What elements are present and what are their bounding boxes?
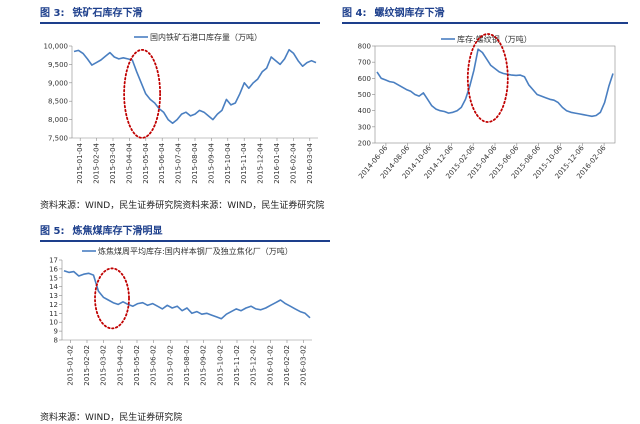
y-tick-label: 16 [49, 265, 58, 273]
figure-5-prefix: 图 5: [40, 226, 65, 237]
source-note-1: 资料来源：WIND，民生证券研究院资料来源：WIND，民生证券研究院 [40, 201, 325, 211]
y-tick-label: 300 [358, 123, 371, 131]
x-tick-label: 2015-02-02 [83, 345, 91, 386]
legend-label: 库存:螺纹钢（万吨） [457, 34, 532, 44]
y-tick-label: 7,500 [48, 135, 68, 143]
legend-label: 炼焦煤周平均库存:国内样本钢厂及独立焦化厂（万吨） [98, 246, 293, 256]
legend-label: 国内铁矿石港口库存量（万吨） [150, 32, 262, 42]
y-tick-label: 14 [49, 283, 58, 291]
plot-frame [374, 45, 616, 144]
figure-5-name: 炼焦煤库存下滑明显 [72, 226, 163, 237]
x-tick-label: 2015-09-04 [207, 142, 215, 183]
x-tick-label: 2016-01-04 [273, 142, 281, 183]
x-tick-label: 2015-05-02 [133, 345, 141, 386]
x-tick-label: 2015-09-02 [200, 345, 208, 386]
y-tick-label: 8,500 [48, 98, 68, 106]
x-tick-label: 2015-12-02 [250, 345, 258, 386]
highlight-ellipse [123, 48, 162, 139]
y-tick-label: 800 [358, 43, 371, 51]
x-tick-label: 2016-01-02 [266, 345, 274, 386]
y-tick-label: 200 [358, 140, 371, 148]
y-tick-label: 9,000 [48, 79, 68, 87]
x-tick-label: 2015-08-02 [183, 345, 191, 386]
x-tick-label: 2015-11-04 [240, 142, 248, 183]
y-tick-label: 8 [54, 337, 58, 345]
y-tick-label: 10,000 [44, 43, 69, 51]
y-tick-label: 700 [358, 59, 371, 67]
y-tick-label: 9,500 [48, 61, 68, 69]
x-tick-label: 2015-01-04 [76, 142, 84, 183]
x-tick-label: 2015-10-02 [216, 345, 224, 386]
y-tick-label: 600 [358, 75, 371, 83]
x-tick-label: 2015-02-04 [93, 142, 101, 183]
x-tick-label: 2016-02-02 [283, 345, 291, 386]
figure-5-title: 图 5: 炼焦煤库存下滑明显 [40, 224, 330, 242]
series-line [376, 48, 614, 118]
y-tick-label: 500 [358, 91, 371, 99]
x-tick-label: 2015-08-04 [191, 142, 199, 183]
x-tick-label: 2015-10-04 [224, 142, 232, 183]
figure-3-name: 铁矿石库存下滑 [72, 8, 143, 19]
x-tick-label: 2016-03-04 [306, 142, 314, 183]
iron-ore-inventory-chart: 10,000 9,500 9,000 8,500 8,000 7,500 2015-01-0… [44, 32, 318, 184]
x-tick-label: 2015-04-04 [125, 142, 133, 183]
y-tick-label: 11 [49, 310, 58, 318]
figure-3-title: 图 3: 铁矿石库存下滑 [40, 6, 320, 24]
y-tick-label: 10 [49, 319, 58, 327]
x-tick-label: 2015-12-04 [257, 142, 265, 183]
x-tick-label: 2015-06-04 [158, 142, 166, 183]
x-tick-label: 2015-07-02 [166, 345, 174, 386]
x-tick-label: 2015-07-04 [175, 142, 183, 183]
source-note-2: 资料来源：WIND，民生证券研究院 [40, 413, 183, 423]
highlight-ellipse [466, 33, 509, 123]
y-tick-label: 13 [49, 292, 58, 300]
figure-4-prefix: 图 4: [342, 8, 367, 19]
x-tick-label: 2016-02-04 [289, 142, 297, 183]
series-line [63, 269, 311, 320]
y-tick-label: 17 [49, 257, 58, 265]
figure-4-title: 图 4: 螺纹钢库存下滑 [342, 6, 628, 24]
y-tick-label: 15 [49, 274, 58, 282]
y-tick-label: 400 [358, 107, 371, 115]
x-tick-label: 2016-03-02 [300, 345, 308, 386]
x-tick-label: 2015-03-02 [100, 345, 108, 386]
y-tick-label: 8,000 [48, 116, 68, 124]
rebar-inventory-chart: 8007006005004003002002014-06-062014-08-0… [357, 33, 616, 180]
x-tick-label: 2015-05-04 [142, 142, 150, 183]
x-tick-label: 2015-01-02 [66, 345, 74, 386]
highlight-ellipse [94, 267, 130, 330]
figure-3-prefix: 图 3: [40, 8, 65, 19]
x-tick-label: 2015-04-02 [116, 345, 124, 386]
figure-4-name: 螺纹钢库存下滑 [374, 8, 445, 19]
x-tick-label: 2015-03-04 [109, 142, 117, 183]
x-tick-label: 2015-11-02 [233, 345, 241, 386]
series-line [73, 48, 317, 125]
y-tick-label: 12 [49, 301, 58, 309]
x-tick-label: 2015-06-02 [150, 345, 158, 386]
y-tick-label: 9 [54, 328, 58, 336]
